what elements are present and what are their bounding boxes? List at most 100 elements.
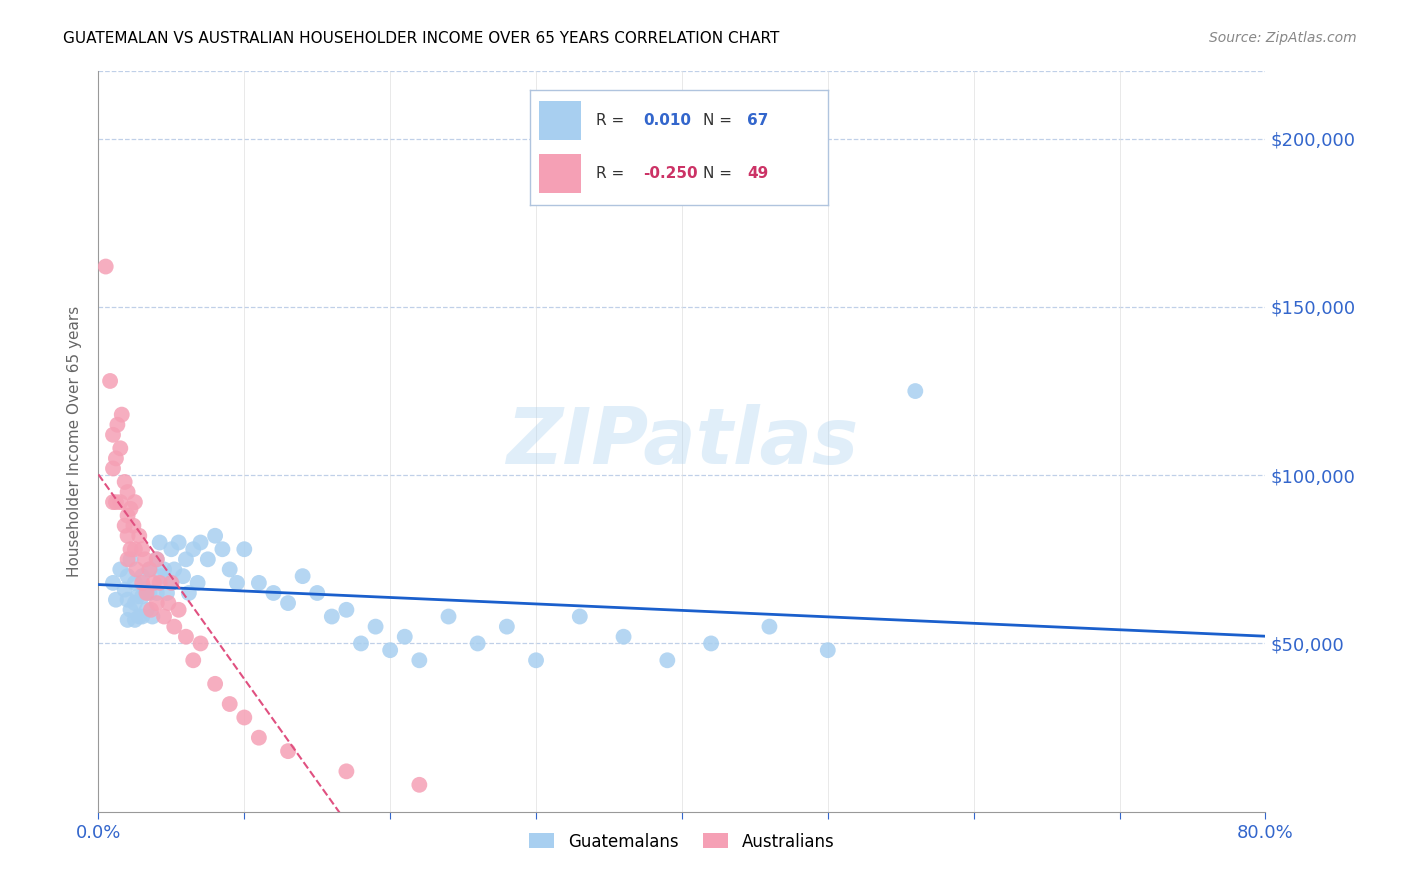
Legend: Guatemalans, Australians: Guatemalans, Australians — [522, 824, 842, 859]
Point — [110, 562, 132, 576]
Point — [350, 636, 373, 650]
Point — [149, 535, 172, 549]
Point — [149, 575, 172, 590]
Point — [204, 529, 226, 543]
Text: GUATEMALAN VS AUSTRALIAN HOUSEHOLDER INCOME OVER 65 YEARS CORRELATION CHART: GUATEMALAN VS AUSTRALIAN HOUSEHOLDER INC… — [63, 31, 780, 46]
Point — [125, 562, 148, 576]
Point — [134, 582, 156, 597]
Point — [124, 495, 146, 509]
Text: ZIPatlas: ZIPatlas — [506, 403, 858, 480]
Point — [262, 586, 284, 600]
Point — [146, 596, 169, 610]
Point — [277, 596, 299, 610]
Point — [335, 603, 357, 617]
Point — [138, 562, 160, 576]
Point — [146, 586, 169, 600]
Point — [187, 575, 209, 590]
Point — [524, 653, 547, 667]
Point — [135, 586, 157, 600]
Y-axis label: Householder Income Over 65 years: Householder Income Over 65 years — [67, 306, 83, 577]
Point — [204, 677, 226, 691]
Point — [120, 542, 142, 557]
Point — [124, 542, 146, 557]
Point — [127, 590, 149, 604]
Point — [131, 569, 153, 583]
Point — [153, 562, 176, 576]
Point — [138, 562, 160, 576]
Point — [98, 374, 121, 388]
Point — [124, 596, 146, 610]
Point — [131, 542, 153, 557]
Point — [131, 590, 153, 604]
Point — [131, 575, 153, 590]
Point — [700, 636, 723, 650]
Point — [190, 636, 212, 650]
Point — [124, 613, 146, 627]
Point — [160, 575, 183, 590]
Point — [163, 619, 186, 633]
Point — [101, 461, 124, 475]
Point — [277, 744, 299, 758]
Point — [134, 552, 156, 566]
Point — [394, 630, 416, 644]
Point — [321, 609, 343, 624]
Point — [496, 619, 519, 633]
Point — [233, 542, 256, 557]
Point — [181, 542, 204, 557]
Point — [233, 710, 256, 724]
Point — [190, 535, 212, 549]
Point — [226, 575, 249, 590]
Point — [122, 518, 145, 533]
Point — [218, 562, 240, 576]
Point — [110, 442, 132, 456]
Point — [117, 592, 139, 607]
Text: Source: ZipAtlas.com: Source: ZipAtlas.com — [1209, 31, 1357, 45]
Point — [146, 552, 169, 566]
Point — [157, 596, 180, 610]
Point — [120, 603, 142, 617]
Point — [291, 569, 314, 583]
Point — [247, 575, 270, 590]
Point — [167, 535, 190, 549]
Point — [111, 408, 134, 422]
Point — [146, 552, 169, 566]
Point — [174, 630, 197, 644]
Point — [467, 636, 489, 650]
Point — [437, 609, 460, 624]
Point — [117, 613, 139, 627]
Point — [307, 586, 329, 600]
Point — [817, 643, 839, 657]
Point — [380, 643, 402, 657]
Point — [117, 569, 139, 583]
Point — [139, 603, 162, 617]
Point — [104, 451, 127, 466]
Point — [408, 778, 430, 792]
Point — [142, 575, 165, 590]
Point — [128, 529, 150, 543]
Point — [218, 697, 240, 711]
Point — [758, 619, 780, 633]
Point — [174, 552, 197, 566]
Point — [247, 731, 270, 745]
Point — [128, 609, 150, 624]
Point — [104, 592, 127, 607]
Point — [138, 586, 160, 600]
Point — [117, 529, 139, 543]
Point — [177, 586, 200, 600]
Point — [181, 653, 204, 667]
Point — [117, 552, 139, 566]
Point — [101, 495, 124, 509]
Point — [904, 384, 927, 398]
Point — [101, 427, 124, 442]
Point — [124, 575, 146, 590]
Point — [364, 619, 387, 633]
Point — [101, 575, 124, 590]
Point — [114, 475, 136, 489]
Point — [141, 609, 163, 624]
Point — [160, 542, 183, 557]
Point — [105, 417, 128, 432]
Point — [568, 609, 591, 624]
Point — [117, 508, 139, 523]
Point — [657, 653, 679, 667]
Point — [197, 552, 219, 566]
